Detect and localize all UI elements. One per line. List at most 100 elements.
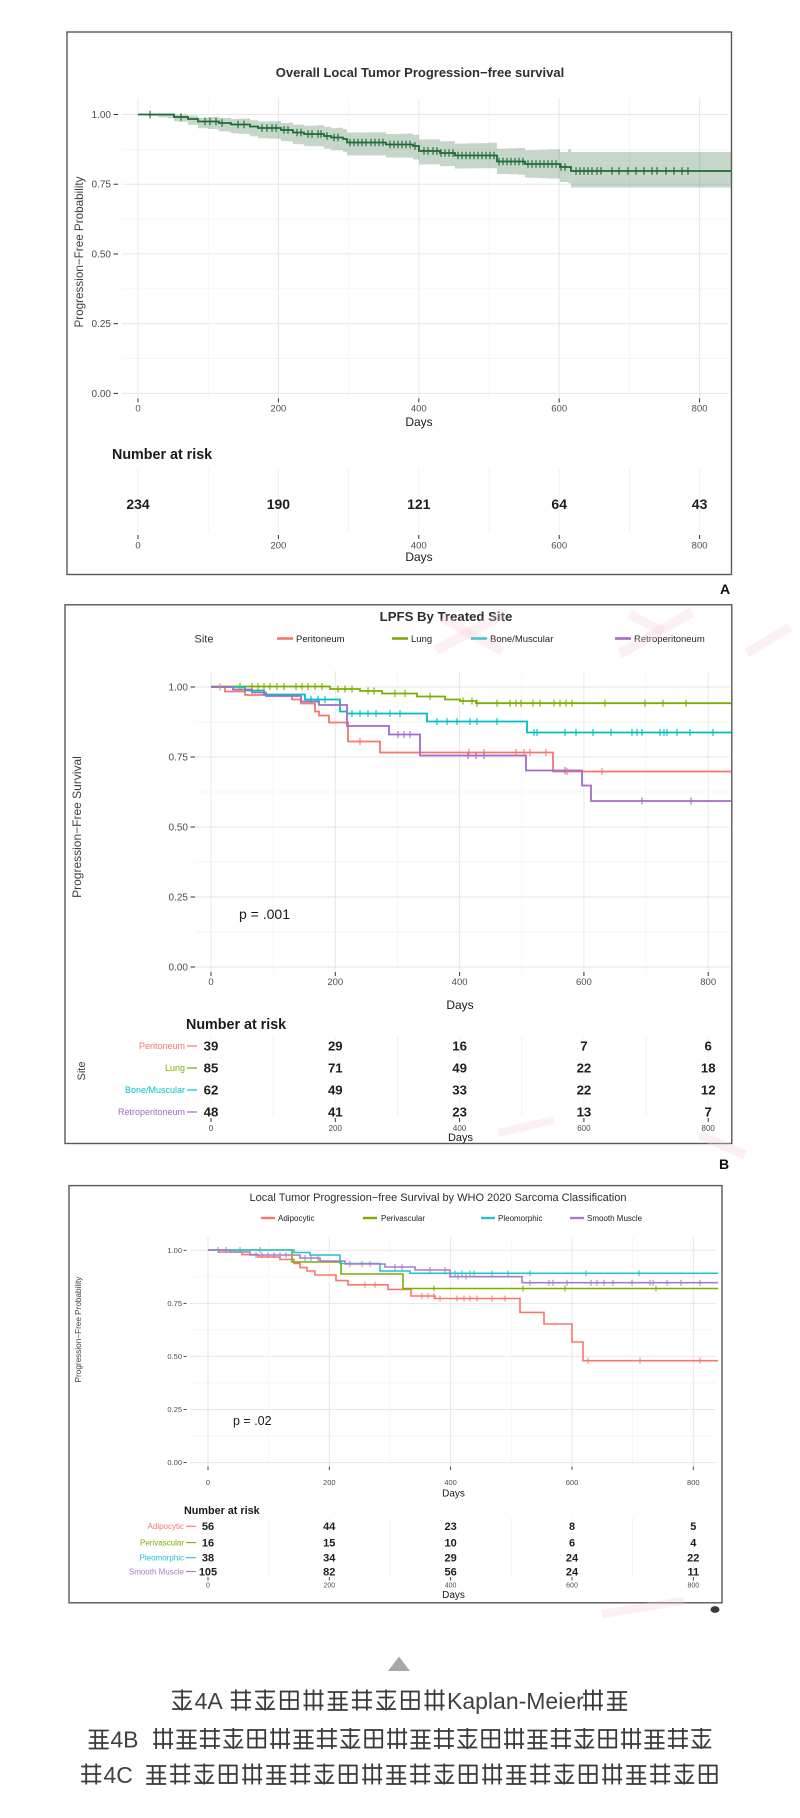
svg-text:200: 200: [323, 1583, 335, 1590]
svg-text:600: 600: [577, 1124, 591, 1133]
svg-text:200: 200: [270, 404, 286, 415]
svg-text:8: 8: [569, 1521, 575, 1533]
svg-text:B: B: [719, 1156, 729, 1172]
svg-text:Bone/Muscular: Bone/Muscular: [490, 634, 553, 645]
svg-text:4B: 4B: [110, 1727, 138, 1753]
svg-text:4C: 4C: [104, 1762, 133, 1788]
svg-text:1.00: 1.00: [92, 110, 112, 121]
svg-text:56: 56: [202, 1521, 214, 1533]
svg-text:12: 12: [701, 1082, 716, 1097]
svg-text:Retroperitoneum: Retroperitoneum: [634, 634, 705, 645]
svg-text:4: 4: [690, 1537, 697, 1549]
svg-text:29: 29: [444, 1553, 456, 1565]
svg-text:200: 200: [327, 977, 343, 988]
svg-text:Days: Days: [405, 415, 432, 429]
svg-text:Site: Site: [76, 1062, 88, 1081]
svg-text:Days: Days: [448, 1132, 474, 1144]
svg-text:105: 105: [199, 1566, 217, 1578]
svg-text:Days: Days: [442, 1489, 465, 1500]
svg-text:400: 400: [452, 977, 468, 988]
svg-text:7: 7: [705, 1104, 712, 1119]
svg-text:0.50: 0.50: [169, 822, 189, 833]
svg-text:800: 800: [700, 977, 716, 988]
svg-text:600: 600: [566, 1583, 578, 1590]
svg-text:13: 13: [577, 1104, 592, 1119]
svg-text:800: 800: [692, 541, 708, 552]
svg-text:48: 48: [204, 1104, 219, 1119]
svg-text:800: 800: [687, 1478, 700, 1487]
svg-text:22: 22: [577, 1060, 592, 1075]
svg-text:22: 22: [577, 1082, 592, 1097]
svg-text:0.75: 0.75: [167, 1299, 182, 1308]
svg-text:0.75: 0.75: [92, 180, 112, 191]
svg-text:200: 200: [329, 1124, 343, 1133]
svg-text:44: 44: [323, 1521, 336, 1533]
svg-text:0.25: 0.25: [167, 1405, 182, 1414]
svg-text:0.00: 0.00: [92, 389, 112, 400]
svg-text:6: 6: [705, 1038, 712, 1053]
svg-text:62: 62: [204, 1082, 219, 1097]
svg-text:6: 6: [569, 1537, 575, 1549]
svg-text:Smooth Muscle: Smooth Muscle: [129, 1567, 185, 1576]
svg-text:71: 71: [328, 1060, 343, 1075]
svg-text:Bone/Muscular: Bone/Muscular: [125, 1085, 185, 1095]
svg-text:18: 18: [701, 1060, 716, 1075]
svg-text:49: 49: [328, 1082, 343, 1097]
svg-text:Peritoneum: Peritoneum: [139, 1041, 185, 1051]
svg-text:800: 800: [692, 404, 708, 415]
svg-text:1.00: 1.00: [169, 682, 189, 693]
svg-text:33: 33: [452, 1082, 467, 1097]
svg-text:0: 0: [206, 1583, 210, 1590]
svg-text:Perivascular: Perivascular: [140, 1538, 184, 1547]
svg-text:Local Tumor Progression−free S: Local Tumor Progression−free Survival by…: [250, 1192, 627, 1204]
svg-text:Smooth Muscle: Smooth Muscle: [587, 1214, 643, 1223]
svg-text:p = .001: p = .001: [239, 906, 290, 922]
svg-text:24: 24: [566, 1566, 579, 1578]
svg-text:Number at risk: Number at risk: [112, 447, 212, 463]
svg-text:0.25: 0.25: [92, 319, 112, 330]
svg-text:Kaplan-Meier: Kaplan-Meier: [447, 1688, 584, 1714]
svg-text:400: 400: [453, 1124, 467, 1133]
svg-text:Pleomorphic: Pleomorphic: [140, 1554, 184, 1563]
svg-text:190: 190: [267, 496, 291, 512]
svg-text:23: 23: [444, 1521, 456, 1533]
svg-text:A: A: [720, 581, 730, 597]
svg-text:Days: Days: [442, 1590, 465, 1601]
svg-text:15: 15: [323, 1537, 335, 1549]
svg-text:85: 85: [204, 1060, 219, 1075]
svg-text:Number at risk: Number at risk: [184, 1505, 261, 1517]
svg-text:0.25: 0.25: [169, 892, 189, 903]
svg-text:0.75: 0.75: [169, 752, 189, 763]
svg-text:4A: 4A: [195, 1688, 224, 1714]
svg-text:Progression−Free Survival: Progression−Free Survival: [70, 756, 84, 898]
svg-text:400: 400: [444, 1478, 457, 1487]
svg-text:0.00: 0.00: [169, 962, 189, 973]
svg-text:800: 800: [702, 1124, 716, 1133]
svg-text:29: 29: [328, 1038, 343, 1053]
svg-text:600: 600: [576, 977, 592, 988]
svg-text:LPFS By Treated Site: LPFS By Treated Site: [380, 609, 513, 624]
svg-text:11: 11: [687, 1566, 699, 1578]
svg-text:43: 43: [692, 496, 708, 512]
svg-text:82: 82: [323, 1566, 335, 1578]
svg-text:400: 400: [411, 541, 427, 552]
svg-text:Pleomorphic: Pleomorphic: [498, 1214, 542, 1223]
svg-text:Overall Local Tumor Progressio: Overall Local Tumor Progression−free sur…: [276, 65, 564, 80]
svg-text:16: 16: [452, 1038, 467, 1053]
svg-text:p = .02: p = .02: [233, 1414, 272, 1428]
svg-text:Adipocytic: Adipocytic: [278, 1214, 314, 1223]
svg-text:16: 16: [202, 1537, 214, 1549]
svg-text:56: 56: [444, 1566, 456, 1578]
svg-text:200: 200: [270, 541, 286, 552]
svg-text:38: 38: [202, 1553, 214, 1565]
svg-text:Progression−Free Probability: Progression−Free Probability: [73, 176, 86, 327]
svg-text:0.00: 0.00: [167, 1458, 182, 1467]
svg-text:7: 7: [580, 1038, 587, 1053]
svg-text:600: 600: [551, 541, 567, 552]
svg-text:Number at risk: Number at risk: [186, 1017, 286, 1033]
svg-text:800: 800: [687, 1583, 699, 1590]
svg-text:10: 10: [444, 1537, 456, 1549]
svg-text:Peritoneum: Peritoneum: [296, 634, 345, 645]
svg-text:600: 600: [551, 404, 567, 415]
svg-text:64: 64: [551, 496, 567, 512]
